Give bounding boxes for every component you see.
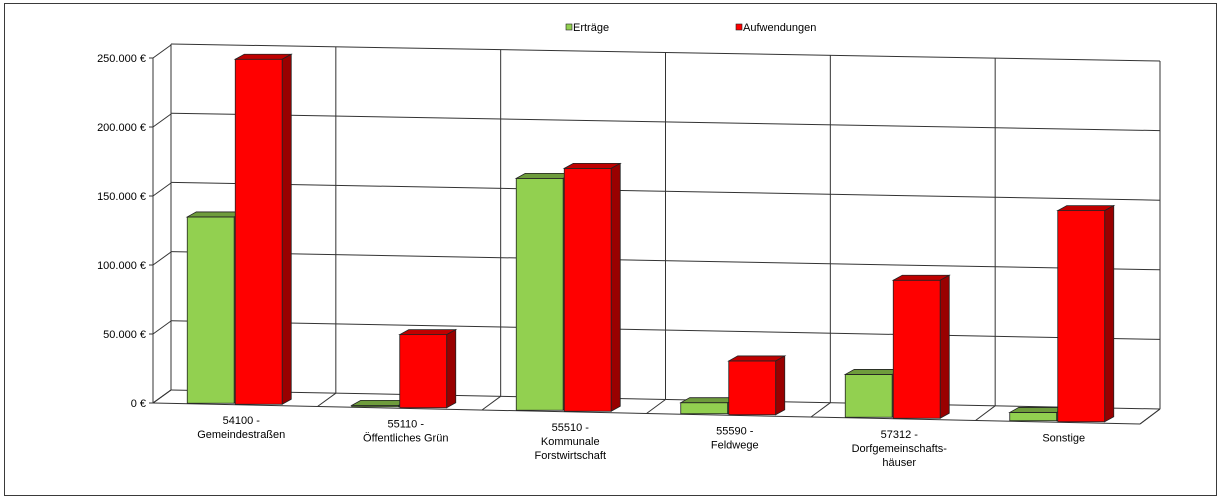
bar-side-face bbox=[610, 162, 621, 412]
y-tick-connector bbox=[152, 113, 172, 128]
floor-divider bbox=[810, 402, 831, 418]
y-tick-label: 100.000 € bbox=[97, 260, 146, 272]
bar-side-face bbox=[775, 355, 786, 416]
category-label: 55110 - bbox=[388, 418, 425, 430]
bar-side-face bbox=[939, 274, 950, 419]
category-label: 54100 - bbox=[223, 415, 261, 427]
bar-ertraege bbox=[186, 216, 235, 404]
y-tick-label: 250.000 € bbox=[97, 53, 146, 65]
legend-label: Aufwendungen bbox=[743, 22, 816, 34]
bar-ertraege bbox=[515, 177, 564, 411]
floor-divider bbox=[481, 395, 501, 411]
category-label: Öffentliches Grün bbox=[363, 432, 448, 444]
y-tick-connector bbox=[152, 182, 172, 197]
y-tick-connector bbox=[152, 251, 172, 266]
legend-swatch bbox=[735, 23, 743, 31]
bar-ertraege bbox=[680, 402, 729, 415]
category-label: Dorfgemeinschafts- bbox=[852, 443, 948, 455]
bar-ertraege bbox=[1009, 412, 1058, 422]
bar-aufwendungen bbox=[399, 334, 448, 409]
floor-divider bbox=[646, 399, 666, 414]
y-tick-label: 150.000 € bbox=[97, 191, 146, 203]
category-label: Sonstige bbox=[1042, 432, 1085, 444]
floor-divider bbox=[975, 405, 996, 421]
bar-ertraege bbox=[844, 374, 893, 418]
y-tick-label: 50.000 € bbox=[103, 329, 146, 341]
legend-label: Erträge bbox=[573, 22, 609, 34]
category-label: 55590 - bbox=[716, 425, 754, 437]
bar-aufwendungen bbox=[1057, 210, 1106, 423]
bar-side-face bbox=[281, 53, 292, 405]
bar-aufwendungen bbox=[234, 58, 283, 405]
y-tick-connector bbox=[152, 44, 172, 59]
floor-divider bbox=[1139, 408, 1161, 425]
bar-side-face bbox=[446, 328, 457, 409]
y-tick-connector bbox=[152, 389, 172, 404]
legend-swatch bbox=[565, 23, 573, 31]
bar-aufwendungen bbox=[728, 360, 777, 416]
category-label: Kommunale bbox=[541, 436, 600, 448]
category-label: Gemeindestraßen bbox=[197, 429, 285, 441]
y-tick-label: 200.000 € bbox=[97, 122, 146, 134]
floor-divider bbox=[317, 392, 337, 407]
category-label: 57312 - bbox=[881, 429, 919, 441]
y-tick-label: 0 € bbox=[131, 398, 146, 410]
bar-side-face bbox=[1104, 204, 1115, 423]
category-label: 55510 - bbox=[552, 422, 590, 434]
bar-aufwendungen bbox=[892, 279, 941, 419]
bar-aufwendungen bbox=[563, 167, 612, 412]
category-label: Feldwege bbox=[711, 439, 759, 451]
y-tick-connector bbox=[152, 320, 172, 335]
category-label: häuser bbox=[882, 457, 916, 469]
category-label: Forstwirtschaft bbox=[534, 450, 606, 462]
